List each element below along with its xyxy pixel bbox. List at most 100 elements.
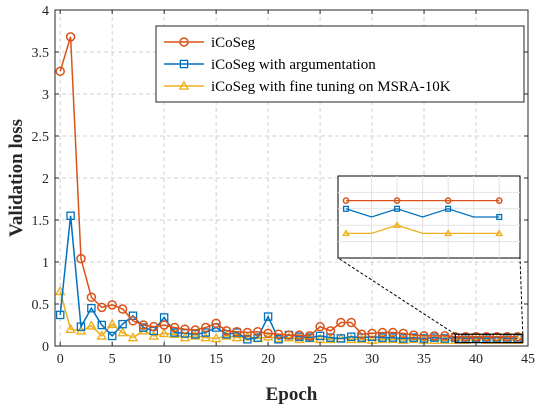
data-point	[492, 332, 502, 342]
inset-series-line-1	[345, 208, 500, 218]
data-point	[388, 327, 398, 338]
data-point	[481, 332, 492, 342]
legend: iCoSeg iCoSeg with argumentation iCoSeg wi…	[155, 25, 525, 103]
data-point	[325, 333, 336, 344]
data-point	[398, 328, 409, 339]
legend-marker	[178, 80, 190, 90]
data-point	[65, 323, 76, 334]
data-point	[283, 332, 295, 342]
zoom-connector-left	[337, 257, 456, 335]
data-point	[399, 334, 408, 343]
inset-series-2	[342, 221, 504, 237]
data-point	[378, 333, 387, 342]
x-tick-label: 25	[313, 352, 327, 367]
legend-label: iCoSeg with argumentation	[211, 57, 376, 73]
data-point	[231, 332, 243, 342]
y-tick-label: 0.5	[32, 298, 50, 313]
data-point	[65, 32, 76, 42]
inset-data-point	[394, 205, 401, 212]
data-point	[294, 330, 305, 340]
inset-data-point	[444, 197, 452, 204]
data-point	[440, 331, 450, 341]
legend-item-0: iCoSeg	[164, 35, 256, 51]
axis-ticks: 0 5 10 15 20 25 30 35 40 45 0 0.5 1 1.5 2 2.5 3 3.5 4	[32, 4, 536, 367]
x-tick-label: 15	[209, 352, 223, 367]
zoom-region-rect	[454, 333, 524, 344]
inset-data-point	[342, 205, 350, 212]
data-point	[304, 331, 315, 341]
data-point	[408, 330, 419, 340]
data-point	[76, 253, 86, 264]
inset-series-0	[342, 197, 503, 204]
data-point	[180, 324, 190, 334]
y-tick-label: 2	[42, 172, 49, 187]
data-point	[252, 326, 263, 337]
inset-series-1	[342, 205, 503, 221]
data-point	[284, 330, 294, 340]
data-point	[86, 320, 97, 330]
data-point	[336, 334, 346, 343]
data-point	[190, 325, 201, 335]
legend-marker	[179, 59, 189, 69]
data-point	[345, 333, 357, 344]
x-tick-label: 20	[261, 352, 275, 367]
data-point	[387, 333, 399, 344]
inset-series-line-2	[346, 224, 500, 235]
y-axis-title: Validation loss	[6, 119, 27, 237]
data-point	[274, 335, 283, 344]
x-tick-label: 30	[365, 352, 379, 367]
data-point	[200, 332, 212, 342]
legend-marker	[179, 37, 189, 47]
data-point	[128, 316, 138, 326]
y-tick-label: 3	[42, 88, 49, 103]
data-point	[138, 320, 149, 330]
data-point	[200, 322, 211, 333]
inset-data-point	[495, 197, 503, 204]
data-point	[377, 327, 388, 338]
data-point	[127, 332, 139, 342]
data-point	[96, 330, 108, 340]
data-point	[97, 320, 107, 330]
x-axis-title: Epoch	[266, 384, 318, 405]
data-point	[117, 304, 128, 314]
y-tick-label: 1.5	[32, 214, 50, 229]
legend-label: iCoSeg with fine tuning on MSRA-10K	[211, 79, 451, 95]
data-point	[107, 300, 117, 310]
inset-zoom-plot	[337, 175, 521, 259]
data-point	[169, 322, 180, 333]
x-tick-label: 10	[157, 352, 171, 367]
legend-item-2: iCoSeg with fine tuning on MSRA-10K	[164, 79, 451, 95]
data-point	[76, 322, 86, 331]
data-point	[377, 333, 388, 344]
data-point	[315, 331, 325, 341]
data-point	[325, 326, 336, 336]
data-point	[149, 321, 159, 332]
inset-data-point	[496, 213, 503, 221]
y-tick-label: 3.5	[32, 46, 50, 61]
data-point	[170, 328, 179, 337]
inset-data-point	[445, 205, 452, 212]
data-point	[210, 332, 222, 343]
data-point	[87, 303, 96, 313]
data-point	[117, 327, 128, 337]
data-point	[106, 318, 118, 328]
data-point	[388, 333, 398, 342]
inset-data-point	[393, 221, 402, 228]
legend-item-1: iCoSeg with argumentation	[164, 57, 376, 73]
data-point	[211, 318, 221, 329]
zoom-region-box	[337, 257, 524, 344]
data-point	[367, 328, 377, 339]
data-point	[460, 332, 471, 342]
inset-data-point	[342, 197, 350, 204]
inset-data-point	[342, 229, 350, 237]
data-point	[232, 326, 242, 337]
data-point	[253, 333, 262, 342]
data-point	[221, 326, 232, 336]
zoom-connector-right	[519, 257, 524, 335]
data-point	[201, 328, 210, 337]
data-point	[512, 332, 523, 342]
inset-data-point	[393, 197, 401, 204]
inset-data-point	[444, 229, 453, 237]
data-point	[159, 320, 169, 330]
data-point	[242, 327, 253, 338]
